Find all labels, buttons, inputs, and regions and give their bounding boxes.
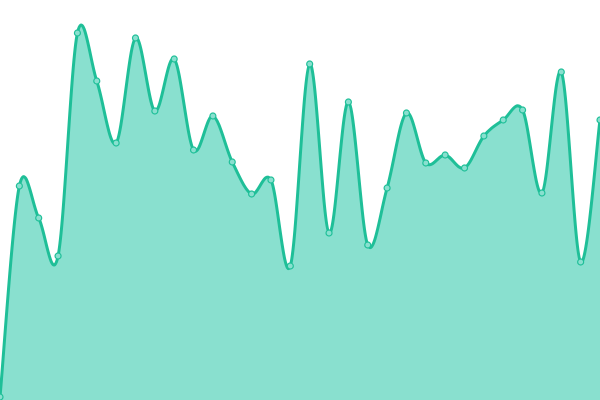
data-point-4[interactable] [73, 29, 82, 37]
data-point-26[interactable] [499, 116, 507, 124]
data-point-9[interactable] [170, 55, 178, 63]
data-point-30[interactable] [577, 258, 585, 266]
data-point-13[interactable] [248, 190, 256, 198]
data-point-11[interactable] [209, 112, 217, 120]
data-point-19[interactable] [364, 241, 372, 249]
data-point-14[interactable] [267, 176, 275, 184]
data-point-3[interactable] [54, 252, 62, 260]
data-point-8[interactable] [151, 107, 159, 115]
data-point-12[interactable] [228, 158, 236, 166]
series-line [0, 23, 600, 398]
data-point-2[interactable] [35, 214, 43, 222]
data-point-29[interactable] [557, 68, 565, 76]
data-point-18[interactable] [344, 98, 352, 106]
data-point-21[interactable] [402, 109, 411, 117]
data-point-16[interactable] [306, 60, 314, 68]
data-point-17[interactable] [325, 229, 333, 237]
data-point-23[interactable] [441, 151, 449, 159]
data-point-7[interactable] [131, 34, 140, 42]
data-point-25[interactable] [480, 132, 488, 140]
data-point-31[interactable] [596, 116, 600, 124]
data-point-27[interactable] [518, 106, 527, 114]
data-point-1[interactable] [15, 182, 23, 190]
data-markers [0, 29, 600, 400]
data-point-10[interactable] [189, 146, 198, 154]
area-fill [0, 25, 600, 400]
data-point-22[interactable] [422, 159, 430, 167]
data-point-6[interactable] [112, 139, 120, 147]
data-point-0[interactable] [0, 393, 4, 400]
data-point-24[interactable] [460, 164, 469, 172]
data-point-15[interactable] [286, 262, 294, 270]
data-point-5[interactable] [93, 77, 101, 85]
data-point-20[interactable] [383, 184, 391, 192]
data-point-28[interactable] [538, 189, 546, 197]
